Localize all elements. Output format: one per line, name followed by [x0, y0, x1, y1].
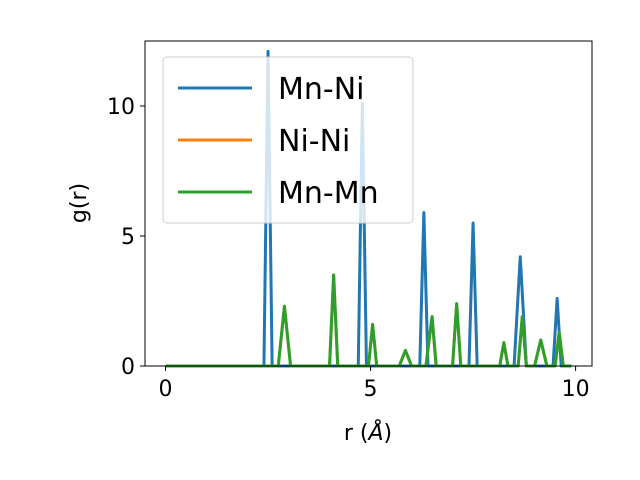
- x-tick-label: 10: [562, 377, 590, 402]
- legend-box: [162, 56, 414, 224]
- y-tick-label: 10: [107, 95, 135, 120]
- y-axis-title: g(r): [67, 183, 92, 223]
- x-axis-unit: Å: [366, 419, 383, 446]
- x-axis-title-close: ): [384, 421, 393, 446]
- plot-frame: [144, 40, 593, 367]
- legend-label-ni-ni: Ni-Ni: [278, 124, 350, 159]
- legend-label-mn-mn: Mn-Mn: [278, 176, 379, 211]
- y-tick-label: 5: [121, 225, 135, 250]
- ticks-layer: 0 5 10 0 5 10: [107, 95, 590, 402]
- x-tick-label: 0: [159, 377, 173, 402]
- y-tick-label: 0: [121, 355, 135, 380]
- legend-label-mn-ni: Mn-Ni: [278, 72, 365, 107]
- x-tick-label: 5: [364, 377, 378, 402]
- x-axis-title: r (Å): [344, 419, 392, 446]
- legend: Mn-Ni Ni-Ni Mn-Mn: [162, 56, 414, 224]
- x-axis-title-text: r (: [344, 421, 369, 446]
